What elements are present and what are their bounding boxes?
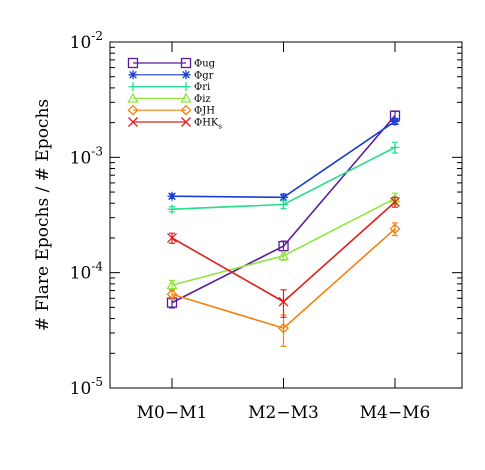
y-axis-label: # Flare Epochs / # Epochs (33, 99, 53, 331)
legend-marker (180, 92, 192, 103)
y-tick-label: 10-5 (70, 375, 103, 399)
legend-marker (127, 57, 139, 69)
series-1 (167, 116, 400, 202)
legend-marker (181, 82, 191, 92)
y-axis-ticks: 10-2 10-3 10-4 10-5 (70, 29, 462, 399)
data-point (278, 322, 289, 334)
data-point (390, 197, 400, 207)
legend-marker (181, 70, 191, 80)
legend-marker (181, 117, 191, 127)
legend-marker (128, 82, 138, 92)
series-layer (166, 110, 401, 347)
legend-marker (180, 104, 192, 116)
legend-label: Φri (194, 82, 210, 93)
legend-label: ΦJH (194, 106, 215, 117)
x-axis-ticks: M0−M1 M2−M3 M4−M6 (137, 42, 431, 423)
series-5 (167, 196, 400, 318)
legend-label: Φgr (194, 70, 214, 81)
data-point (167, 232, 177, 243)
legend-marker (128, 117, 138, 127)
y-tick-label: 10-4 (70, 260, 104, 284)
x-tick-label: M0−M1 (137, 403, 208, 423)
series-line (171, 120, 396, 199)
data-point (389, 223, 401, 235)
data-point (390, 116, 400, 126)
data-point (279, 192, 288, 202)
data-point (277, 249, 290, 261)
legend-marker (127, 92, 139, 103)
legend-marker (128, 70, 138, 80)
data-point (278, 296, 289, 307)
y-tick-label: 10-3 (70, 144, 103, 168)
data-point (279, 199, 288, 209)
legend-label: ΦHKs (194, 118, 222, 131)
data-point (390, 142, 400, 152)
data-point (167, 204, 177, 214)
data-point (166, 288, 178, 300)
plot-frame (109, 41, 463, 389)
data-point (166, 279, 178, 290)
series-2 (167, 141, 400, 214)
legend-label: Φiz (194, 94, 211, 105)
legend-marker (180, 57, 192, 69)
x-tick-label: M2−M3 (248, 403, 319, 423)
series-0 (166, 110, 401, 309)
legend-label: Φug (194, 59, 216, 70)
x-tick-label: M4−M6 (360, 403, 431, 423)
y-tick-label: 10-2 (70, 29, 103, 53)
error-bar (280, 289, 287, 318)
data-point (167, 191, 177, 201)
legend-marker (127, 104, 139, 116)
